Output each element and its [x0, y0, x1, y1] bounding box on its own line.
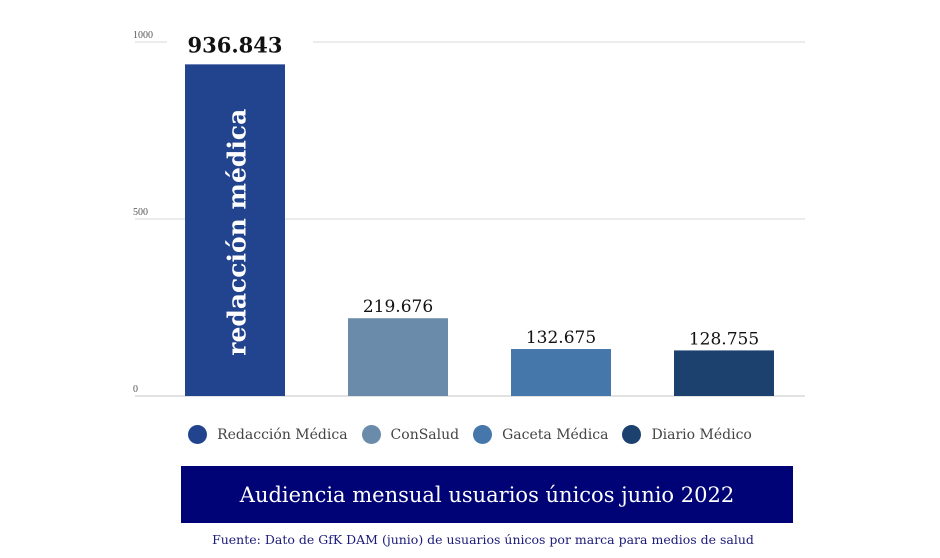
legend-marker [188, 425, 208, 444]
bar-redacción-médica [185, 64, 285, 396]
legend-item-redaccion-medica: Redacción Médica [188, 425, 348, 444]
legend: Redacción Médica ConSalud Gaceta Médica … [0, 425, 940, 444]
legend-marker [622, 425, 642, 444]
bar-value-label: 128.755 [689, 329, 759, 349]
bar-gaceta-médica [511, 349, 611, 396]
legend-label: Redacción Médica [217, 426, 348, 443]
legend-marker [361, 425, 381, 444]
legend-item-gaceta-medica: Gaceta Médica [473, 425, 608, 444]
bar-value-label: 219.676 [363, 297, 433, 317]
bar-value-label: 936.843 [188, 32, 283, 57]
legend-label: Diario Médico [651, 426, 752, 443]
chart-title: Audiencia mensual usuarios únicos junio … [239, 482, 735, 507]
bar-value-label: 132.675 [526, 328, 596, 348]
y-tick-label: 1000 [133, 30, 153, 41]
bar-inner-label: redacción médica [223, 109, 252, 356]
source-note: Fuente: Dato de GfK DAM (junio) de usuar… [212, 532, 754, 547]
y-tick-label: 0 [133, 384, 138, 395]
y-tick-label: 500 [133, 207, 148, 218]
bar-chart: 0 500 1000 936.843 redacción médica 219.676 13… [133, 30, 805, 397]
chart-title-banner: Audiencia mensual usuarios únicos junio … [181, 466, 793, 523]
bar-consalud [348, 318, 448, 396]
legend-label: ConSalud [390, 426, 460, 443]
legend-item-consalud: ConSalud [361, 425, 460, 444]
bar-diario-médico [674, 350, 774, 396]
legend-marker [473, 425, 493, 444]
legend-label: Gaceta Médica [502, 426, 609, 443]
legend-item-diario-medico: Diario Médico [622, 425, 752, 444]
